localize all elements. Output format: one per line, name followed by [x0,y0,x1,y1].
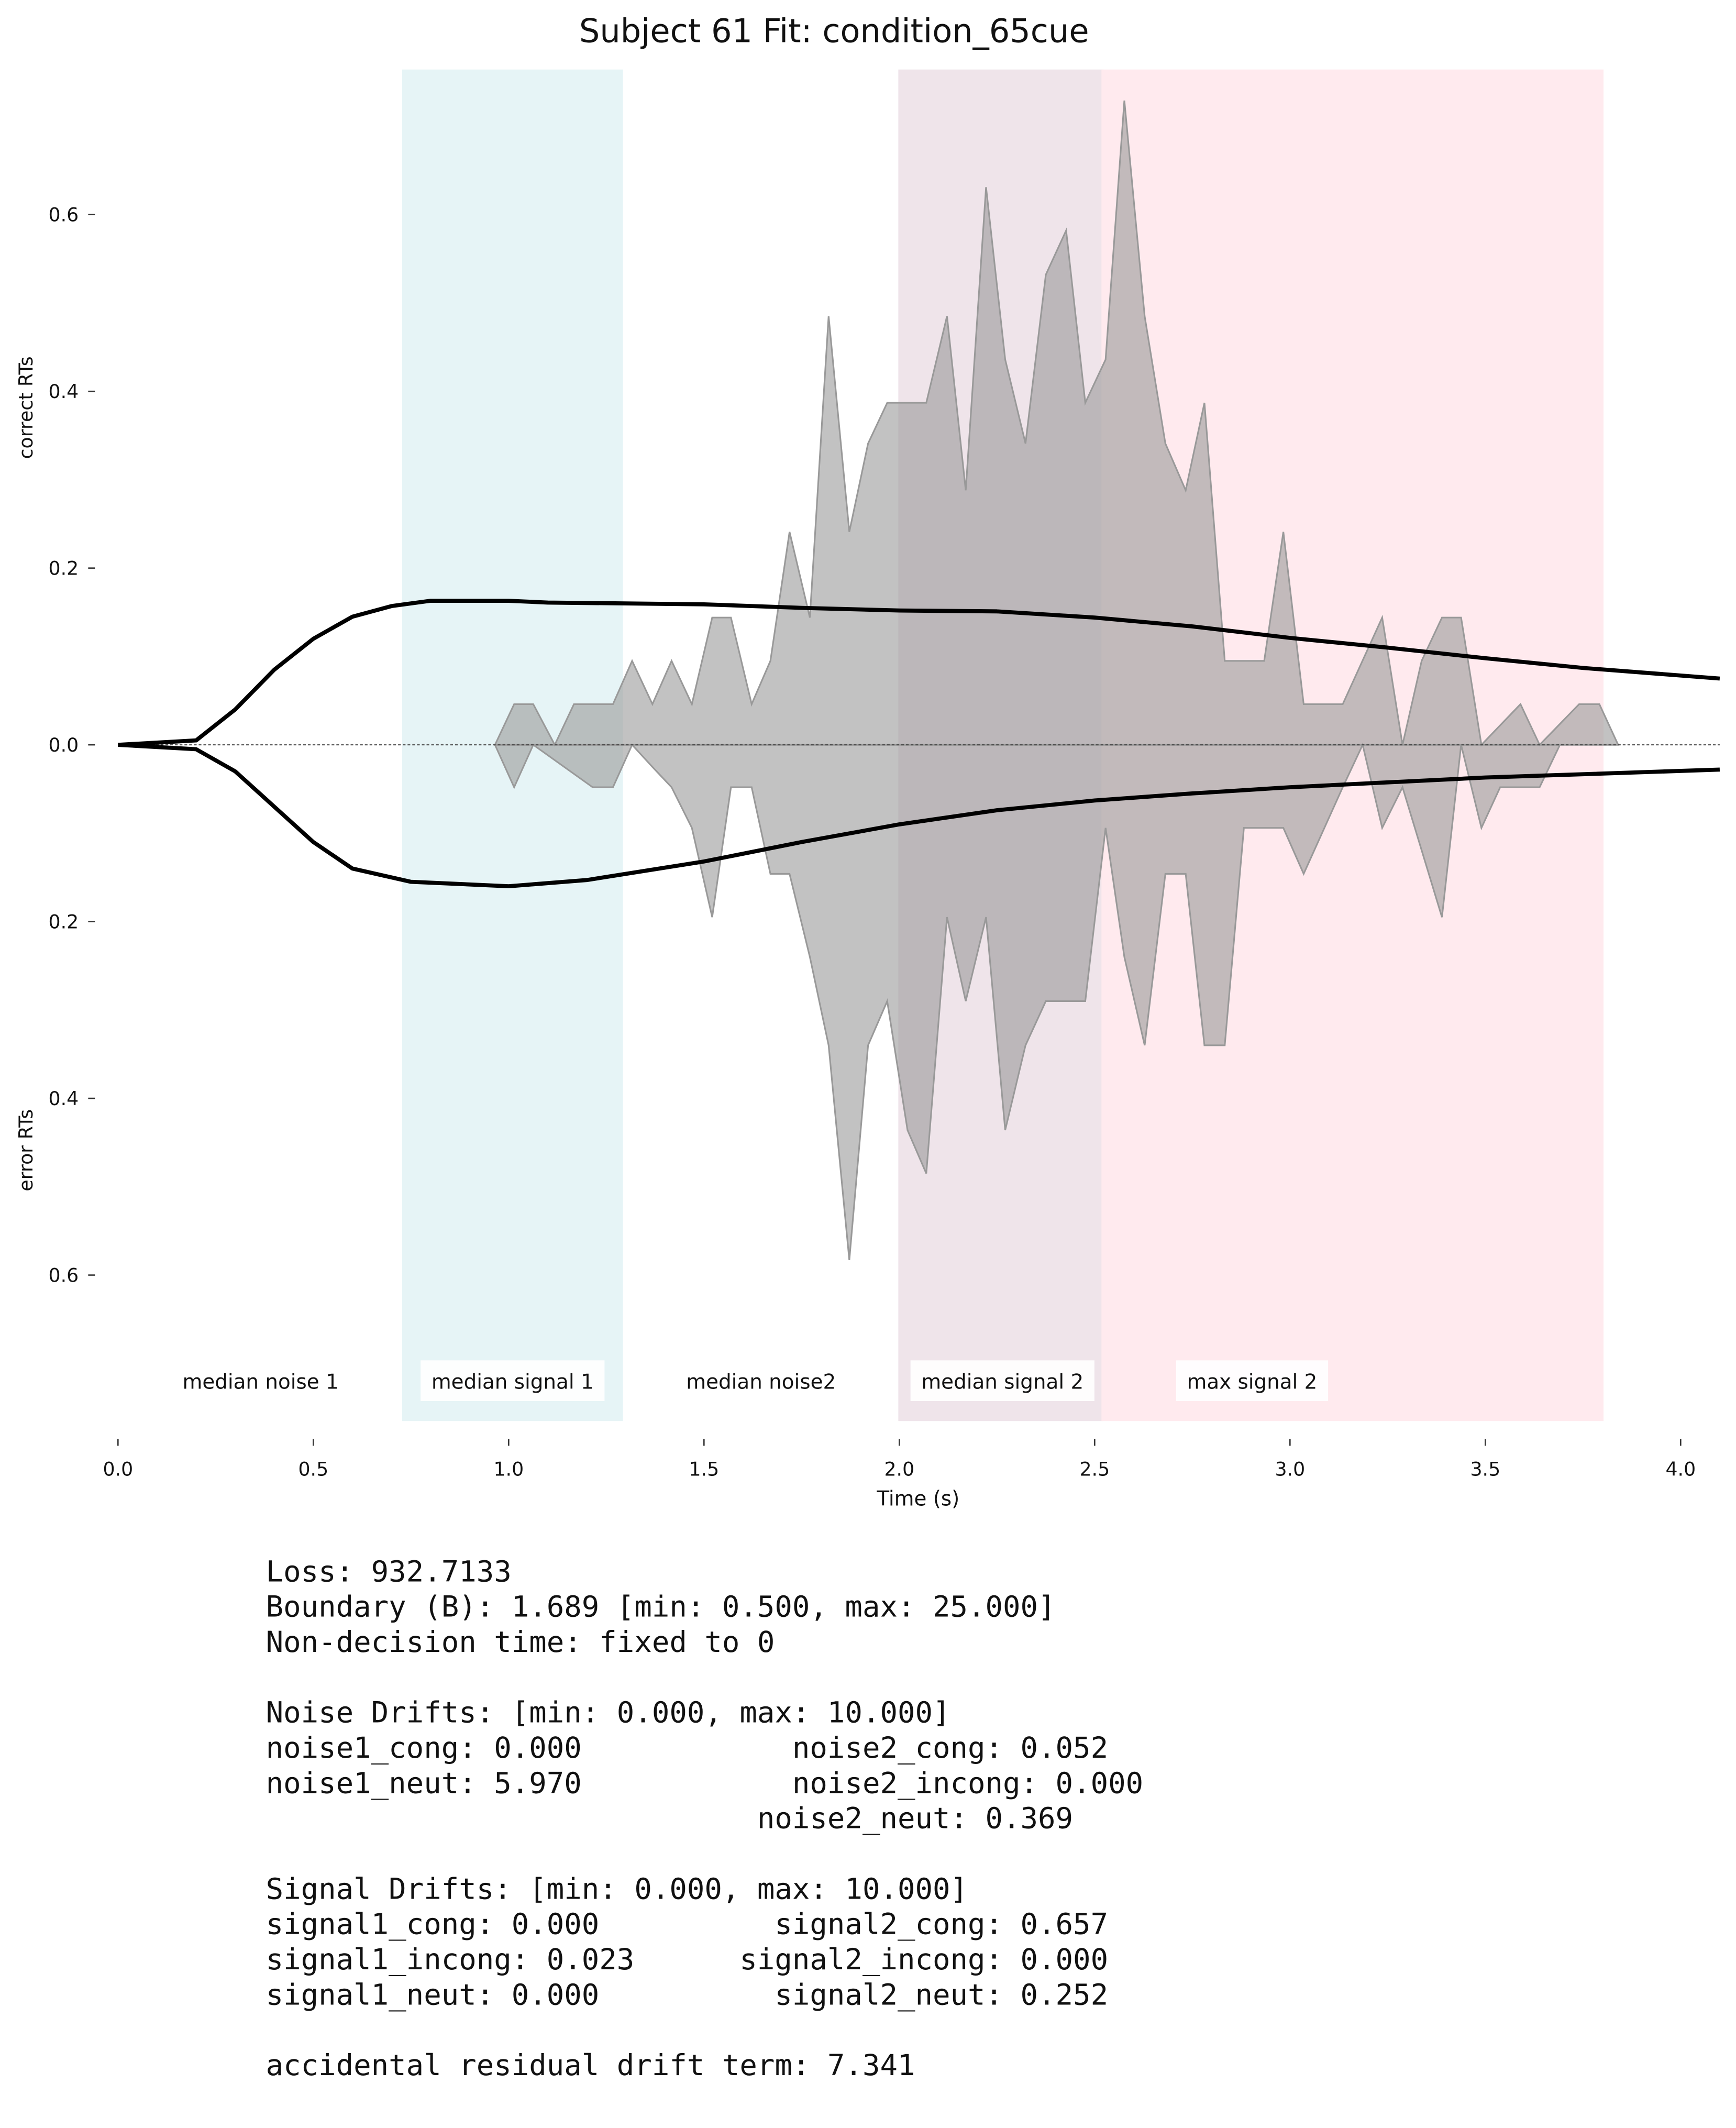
y-tick-label: 0.2 [49,911,79,933]
x-tick-label: 0.5 [298,1458,328,1480]
annotation-box [421,1360,605,1402]
stats-line: noise2_neut: 0.369 [266,1802,1073,1836]
annotation-label: median noise2 [686,1371,836,1394]
model-curve [118,743,1720,888]
x-axis-label: Time (s) [876,1487,959,1510]
stats-line: Signal Drifts: [min: 0.000, max: 10.000] [266,1872,968,1906]
stats-line: signal1_incong: 0.023 signal2_incong: 0.… [266,1943,1108,1977]
x-tick-label: 2.5 [1079,1458,1110,1480]
model-curve [118,599,1720,747]
stats-line: Non-decision time: fixed to 0 [266,1625,775,1659]
annotation: max signal 2 [1176,1360,1329,1402]
x-tick-label: 4.0 [1665,1458,1696,1480]
x-tick-label: 0.0 [103,1458,133,1480]
stats-line: Loss: 932.7133 [266,1554,512,1589]
histogram-area [493,742,1618,1260]
stats-line: signal1_cong: 0.000 signal2_cong: 0.657 [266,1908,1108,1942]
annotation-label: median signal 2 [921,1371,1083,1394]
annotation-label: max signal 2 [1187,1371,1318,1394]
x-tick-label: 3.5 [1470,1458,1500,1480]
y-axis-label: correct RTs [15,356,37,459]
annotation-box [910,1360,1094,1402]
y-tick-label: 0.6 [49,1264,79,1286]
stats-line: noise1_cong: 0.000 noise2_cong: 0.052 [266,1731,1108,1765]
annotation: median signal 1 [421,1360,605,1402]
x-tick-label: 3.0 [1275,1458,1305,1480]
y-tick-label: 0.2 [49,557,79,580]
y-tick-label: 0.4 [49,1087,79,1110]
y-tick-label: 0.4 [49,380,79,403]
y-tick-label: 0.6 [49,204,79,226]
stats-line: accidental residual drift term: 7.341 [266,2048,915,2082]
x-tick-label: 1.5 [689,1458,719,1480]
annotation-box [171,1360,350,1402]
y-axis-label: error RTs [15,1109,37,1192]
y-tick-label: 0.0 [49,734,79,756]
stats-line: Boundary (B): 1.689 [min: 0.500, max: 25… [266,1590,1056,1624]
annotation-label: median signal 1 [432,1371,594,1394]
annotation-label: median noise 1 [182,1371,338,1394]
annotation: median noise 1 [171,1360,350,1402]
annotation: median noise2 [675,1360,847,1402]
x-tick-label: 1.0 [493,1458,524,1480]
stats-line: noise1_neut: 5.970 noise2_incong: 0.000 [266,1766,1144,1800]
chart-title: Subject 61 Fit: condition_65cue [579,12,1089,50]
annotation-box [1176,1360,1329,1402]
annotation-box [675,1360,847,1402]
stats-line: signal1_neut: 0.000 signal2_neut: 0.252 [266,1978,1108,2012]
histogram-area [493,100,1620,747]
annotation: median signal 2 [910,1360,1094,1402]
x-tick-label: 2.0 [884,1458,914,1480]
stats-line: Noise Drifts: [min: 0.000, max: 10.000] [266,1696,950,1730]
